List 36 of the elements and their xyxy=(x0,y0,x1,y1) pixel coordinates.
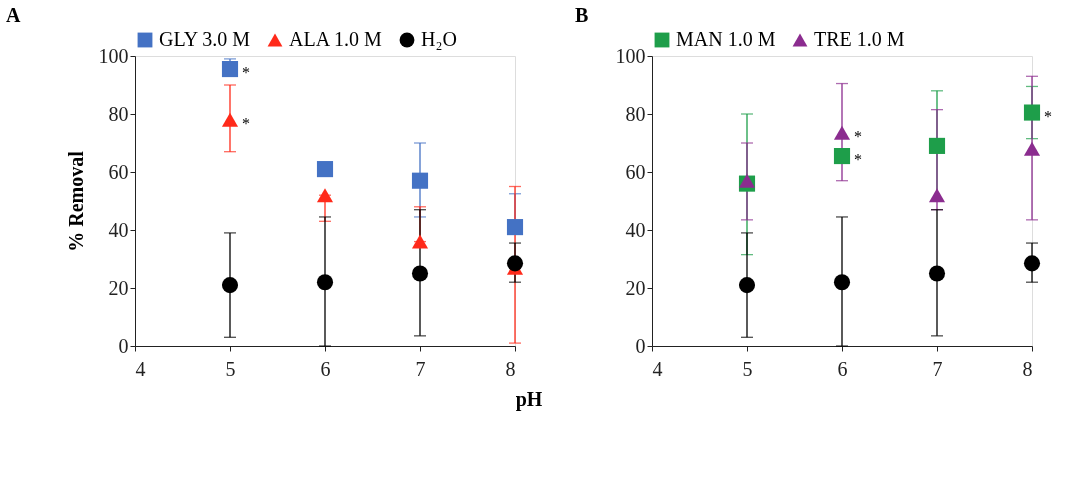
x-tick-label: 6 xyxy=(320,357,331,380)
legend-label: GLY 3.0 M xyxy=(159,28,251,50)
chart-title: A xyxy=(6,4,21,26)
x-tick-label: 7 xyxy=(932,357,943,380)
annotation: * xyxy=(854,127,862,145)
y-tick-label: 100 xyxy=(615,44,646,67)
y-tick-label: 40 xyxy=(625,218,646,241)
legend-label: MAN 1.0 M xyxy=(676,28,776,50)
legend-label: H₂O xyxy=(421,28,457,50)
x-tick-label: 5 xyxy=(742,357,753,380)
x-axis-title: pH xyxy=(515,387,543,411)
y-tick-label: 20 xyxy=(108,276,129,299)
y-tick-label: 0 xyxy=(635,334,646,357)
x-tick-label: 8 xyxy=(505,357,516,380)
y-axis-title: % Removal xyxy=(64,150,87,252)
x-tick-label: 4 xyxy=(135,357,146,380)
y-tick-label: 100 xyxy=(98,44,129,67)
y-tick-label: 0 xyxy=(118,334,129,357)
y-tick-label: 20 xyxy=(625,276,646,299)
y-tick-label: 80 xyxy=(108,102,129,125)
annotation: * xyxy=(242,64,250,82)
x-tick-label: 7 xyxy=(415,357,426,380)
y-tick-label: 40 xyxy=(108,218,129,241)
chart-title: B xyxy=(575,4,589,26)
annotation: * xyxy=(854,151,862,169)
x-tick-label: 8 xyxy=(1022,357,1033,380)
annotation: * xyxy=(242,114,250,132)
y-tick-label: 80 xyxy=(625,102,646,125)
x-tick-label: 6 xyxy=(837,357,848,380)
y-tick-label: 60 xyxy=(625,160,646,183)
legend-label: ALA 1.0 M xyxy=(289,28,382,50)
y-tick-label: 60 xyxy=(108,160,129,183)
x-tick-label: 4 xyxy=(652,357,663,380)
x-tick-label: 5 xyxy=(225,357,236,380)
annotation: * xyxy=(1044,107,1052,125)
legend-label: TRE 1.0 M xyxy=(814,28,905,50)
